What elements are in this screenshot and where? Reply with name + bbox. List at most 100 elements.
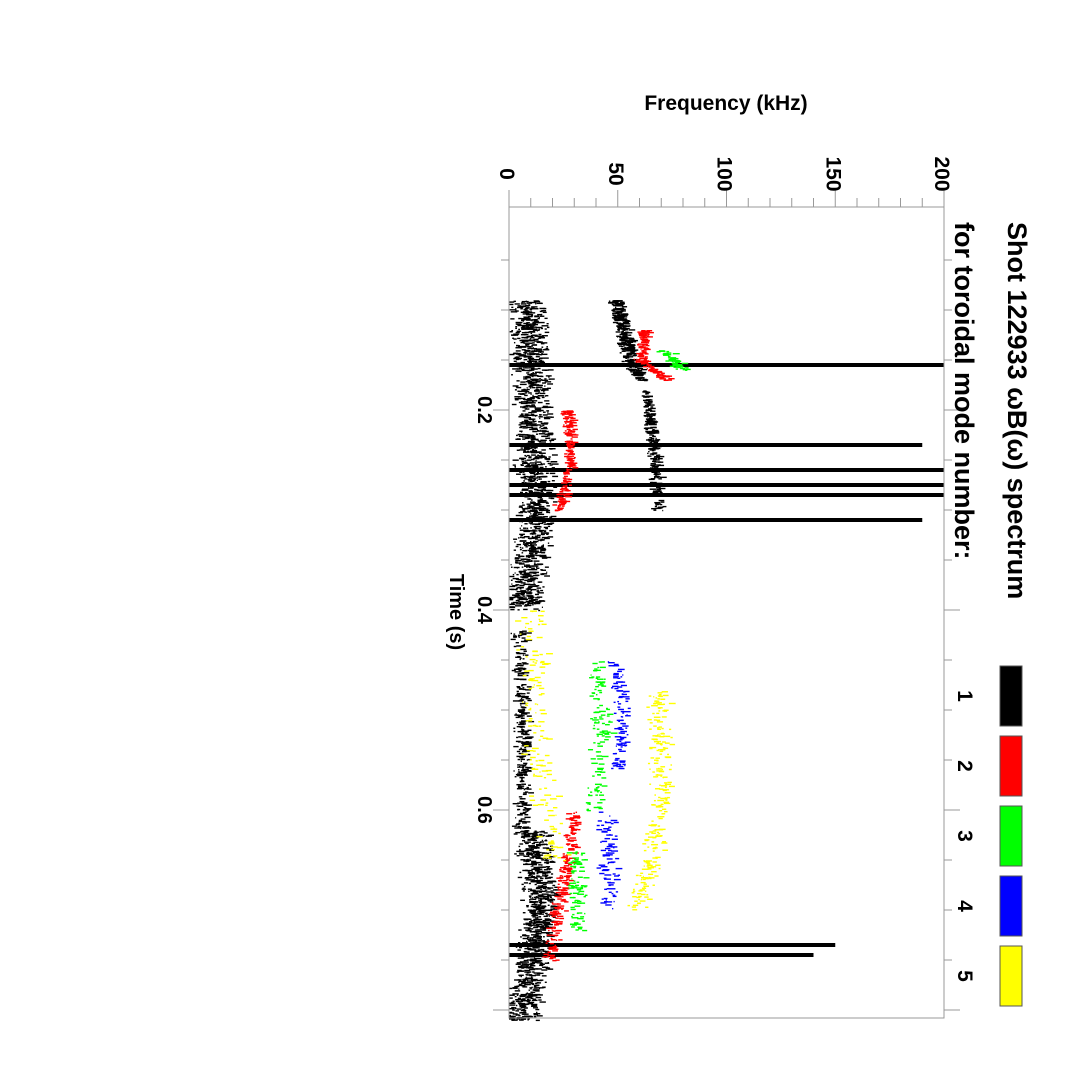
mode-2-point (661, 377, 663, 380)
mode-2-point (635, 361, 642, 363)
mode-1-point (539, 307, 546, 310)
mode-4-point (624, 741, 631, 743)
mode-1-point (524, 951, 530, 953)
mode-1-point (533, 944, 538, 946)
mode-4-point (614, 687, 619, 690)
mode-1-point (534, 943, 542, 946)
mode-1-point (528, 595, 533, 598)
mode-1-point (531, 315, 534, 317)
mode-5-point (526, 638, 533, 641)
mode-1-point (531, 842, 535, 845)
mode-4-point (619, 760, 626, 762)
mode-1-point (662, 509, 664, 512)
mode-2-point (554, 895, 558, 898)
mode-1-point (516, 750, 521, 753)
mode-1-point (626, 356, 634, 358)
mode-1-point (529, 942, 536, 944)
mode-1-point (518, 368, 523, 370)
mode-2-point (657, 373, 663, 375)
mode-1-point (622, 335, 628, 337)
mode-2-point (549, 946, 552, 949)
mode-1-point (515, 327, 517, 330)
mode-2-point (566, 421, 574, 423)
mode-3-point (592, 727, 596, 730)
mode-1-point (648, 432, 656, 434)
mode-1-point (541, 369, 549, 371)
mode-1-point (541, 545, 544, 547)
mode-2-point (569, 419, 574, 421)
mode-3-point (587, 809, 591, 812)
mode-1-point (529, 387, 532, 389)
mode-1-point (535, 923, 543, 926)
mode-1-point (547, 926, 551, 929)
mode-1-point (549, 516, 553, 518)
mode-1-point (523, 959, 529, 962)
mode-1-point (532, 913, 537, 916)
mode-1-point (522, 319, 525, 321)
mode-1-point (629, 344, 636, 347)
mode-4-point (607, 661, 610, 663)
mode-1-point (517, 674, 525, 677)
mode-5-point (559, 822, 563, 825)
mode-5-point (649, 746, 657, 749)
mode-5-point (657, 816, 661, 818)
mode-5-point (640, 881, 646, 884)
mode-1-point (534, 535, 539, 537)
mode-1-point (528, 480, 536, 482)
mode-3-point (656, 351, 661, 353)
mode-1-point (519, 800, 525, 803)
mode-2-point (553, 920, 560, 923)
mode-1-point (547, 432, 554, 434)
mode-1-point (530, 991, 536, 994)
mode-3-point (580, 885, 584, 887)
mode-1-point (516, 971, 520, 973)
mode-1-point (533, 841, 539, 844)
mode-1-point (530, 515, 537, 517)
mode-1-point (535, 567, 538, 569)
mode-1-point (525, 849, 529, 851)
mode-1-point (524, 482, 531, 485)
mode-5-point (658, 796, 661, 799)
mode-1-point (535, 451, 541, 454)
mode-1-point (631, 349, 639, 351)
mode-1-point (526, 566, 528, 568)
mode-5-point (655, 856, 661, 859)
mode-3-point (597, 806, 602, 808)
mode-2-point (558, 907, 564, 909)
mode-1-point (554, 889, 560, 891)
mode-1-point (521, 327, 529, 329)
mode-5-point (566, 853, 572, 856)
mode-2-point (566, 870, 571, 872)
mode-2-point (566, 455, 569, 457)
mode-1-point (521, 741, 529, 744)
mode-1-point (525, 465, 532, 467)
mode-1-point (532, 898, 537, 901)
mode-1-point (524, 983, 529, 986)
mode-1-point (538, 495, 545, 497)
mode-2-point (567, 450, 574, 453)
mode-1-point (530, 384, 532, 386)
mode-5-point (528, 708, 532, 711)
mode-1-point (520, 591, 526, 593)
mode-4-point (612, 753, 616, 755)
mode-1-point (513, 566, 520, 569)
mode-1-point (517, 1001, 522, 1003)
mode-1-point (521, 389, 529, 391)
mode-2-point (569, 818, 574, 821)
mode-1-point (538, 856, 541, 858)
mode-1-point (541, 893, 549, 895)
mode-4-point (611, 685, 619, 688)
mode-1-point (535, 597, 540, 599)
mode-5-point (521, 753, 528, 755)
mode-4-point (601, 898, 604, 900)
mode-1-point (541, 569, 547, 571)
mode-3-point (604, 733, 610, 735)
mode-1-point (509, 585, 516, 588)
mode-1-point (543, 871, 550, 874)
mode-3-point (582, 929, 588, 932)
mode-1-point (648, 404, 655, 406)
mode-1-point (514, 467, 517, 469)
mode-1-point (542, 843, 548, 846)
mode-1-point (527, 587, 532, 589)
mode-1-point (522, 365, 529, 367)
